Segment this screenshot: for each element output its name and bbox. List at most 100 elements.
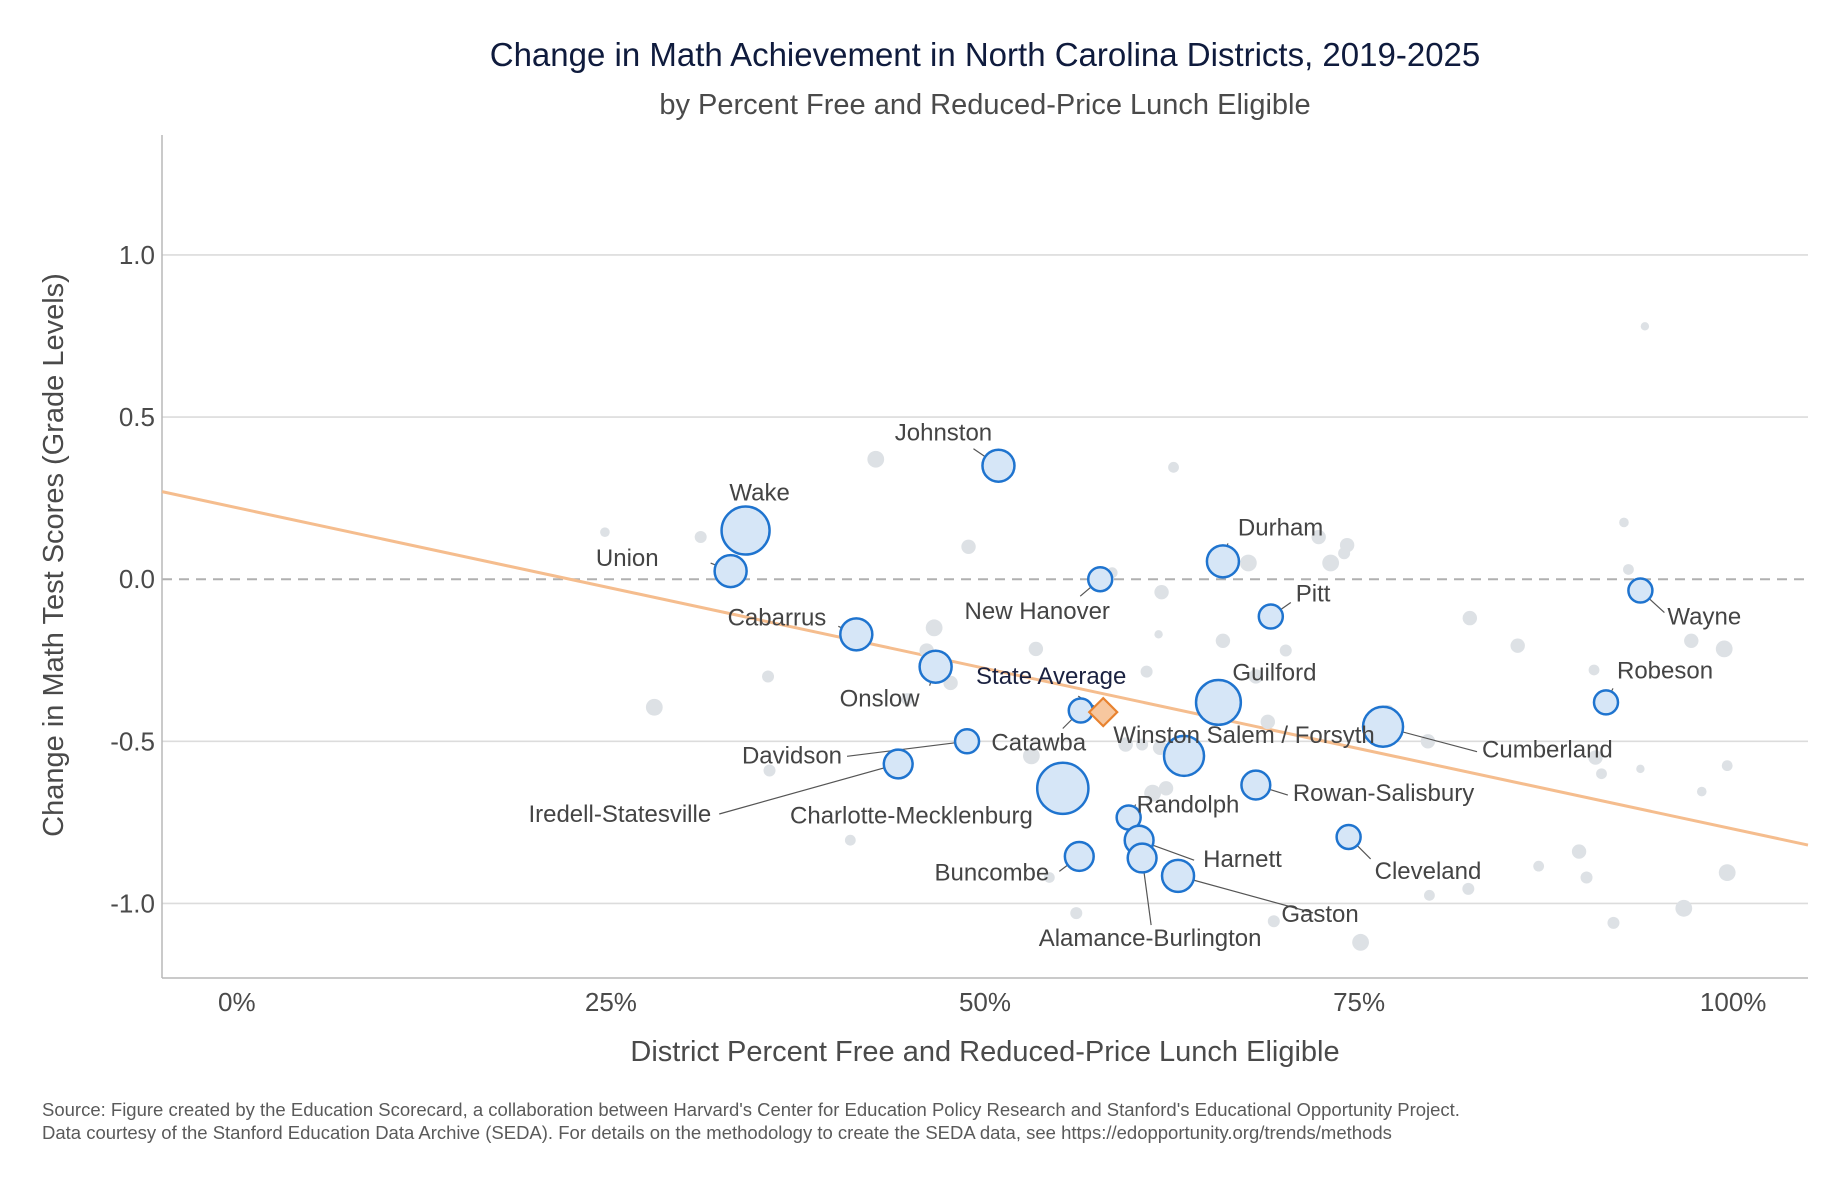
district-label: Alamance-Burlington: [1039, 925, 1262, 952]
district-point: [1118, 737, 1133, 752]
y-tick-label: 0.0: [119, 564, 155, 594]
y-tick-label: 1.0: [119, 240, 155, 270]
district-point: [1462, 882, 1475, 895]
highlighted-district-point: [953, 728, 981, 755]
y-axis-label: Change in Math Test Scores (Grade Levels…: [38, 273, 70, 837]
highlighted-districts: [713, 448, 1654, 894]
district-point: [1636, 764, 1645, 774]
district-label: Gaston: [1281, 901, 1358, 928]
district-label: Catawba: [991, 730, 1086, 757]
highlighted-district-point: [1126, 842, 1158, 874]
district-label: Union: [596, 545, 659, 572]
district-point: [1043, 872, 1055, 883]
highlighted-district-point: [882, 748, 914, 780]
label-leader-line: [719, 763, 899, 815]
district-label: Buncombe: [935, 859, 1050, 886]
district-point: [867, 450, 885, 468]
highlighted-district-point: [1086, 565, 1114, 593]
district-label: Cumberland: [1482, 737, 1613, 764]
district-point: [1322, 554, 1340, 572]
district-point: [1144, 784, 1161, 802]
source-note-line-1: Source: Figure created by the Education …: [42, 1099, 1460, 1120]
axes: 1.0 0.5 0.0 -0.5 -1.0 0% 25% 50% 75% 100%: [110, 135, 1808, 1017]
district-point: [1721, 760, 1733, 772]
district-point: [1420, 734, 1436, 749]
x-tick-label: 0%: [218, 987, 256, 1017]
trend-line-group: [161, 490, 1809, 847]
label-leader-line: [1177, 875, 1314, 914]
district-point: [1168, 461, 1179, 473]
district-label: Rowan-Salisbury: [1293, 780, 1474, 807]
district-point: [1267, 915, 1280, 928]
label-leader-line: [846, 740, 968, 757]
district-labels: Wake Union Johnston Durham New Hanover Pitt Wa…: [528, 420, 1741, 952]
highlighted-district-point: [1162, 734, 1206, 778]
highlighted-district-point: [1592, 689, 1620, 716]
district-label: Robeson: [1617, 657, 1713, 684]
x-tick-label: 75%: [1333, 987, 1385, 1017]
district-label: Winston Salem / Forsyth: [1113, 722, 1374, 749]
chart-subtitle: by Percent Free and Reduced-Price Lunch …: [659, 89, 1310, 121]
highlighted-district-point: [1205, 544, 1241, 579]
district-point: [1070, 907, 1083, 920]
district-point: [1684, 633, 1699, 648]
highlighted-district-point: [1063, 840, 1095, 873]
district-point: [1696, 786, 1707, 797]
district-label: Iredell-Statesville: [528, 801, 711, 828]
district-point: [1675, 899, 1693, 917]
district-label: Cleveland: [1375, 858, 1482, 885]
district-point: [1596, 768, 1607, 780]
highlighted-district-point: [839, 617, 874, 652]
district-label: Onslow: [840, 686, 921, 713]
district-point: [961, 539, 976, 554]
highlighted-district-point: [1067, 697, 1095, 724]
district-point: [1580, 871, 1593, 884]
state-average-label: State Average: [976, 663, 1126, 690]
source-note-line-2: Data courtesy of the Stanford Education …: [42, 1122, 1392, 1143]
district-point: [694, 531, 707, 544]
highlighted-district-point: [1035, 761, 1090, 816]
x-tick-label: 100%: [1700, 987, 1767, 1017]
district-point: [1022, 747, 1040, 765]
district-label: Randolph: [1137, 792, 1240, 819]
y-tick-label: -0.5: [110, 726, 155, 756]
highlighted-district-point: [1240, 769, 1272, 801]
district-point: [1352, 933, 1369, 951]
district-point: [600, 527, 610, 537]
district-point: [1279, 644, 1292, 657]
district-point: [1588, 750, 1603, 765]
district-point: [1260, 714, 1276, 730]
highlighted-district-point: [981, 448, 1016, 483]
y-tick-label: -1.0: [110, 888, 155, 918]
district-point: [1239, 554, 1257, 572]
district-label: Johnston: [895, 420, 992, 447]
x-axis-label: District Percent Free and Reduced-Price …: [630, 1036, 1339, 1068]
district-point: [1136, 738, 1149, 751]
district-label: Pitt: [1296, 580, 1331, 607]
district-point: [1248, 669, 1264, 684]
district-label: Davidson: [742, 742, 842, 769]
district-label: Guilford: [1232, 659, 1316, 686]
chart-title: Change in Math Achievement in North Caro…: [490, 36, 1481, 73]
highlighted-district-point: [720, 505, 771, 556]
district-point: [925, 619, 943, 637]
district-point: [1623, 564, 1634, 575]
district-point: [645, 698, 663, 716]
district-point: [1424, 889, 1435, 901]
district-point: [1339, 537, 1355, 553]
district-point: [1140, 665, 1153, 678]
district-point: [1510, 638, 1525, 653]
district-point: [1715, 640, 1733, 658]
district-point: [1158, 781, 1174, 796]
district-point: [1215, 633, 1231, 648]
x-tick-label: 25%: [585, 987, 637, 1017]
district-label: Charlotte-Mecklenburg: [790, 802, 1033, 829]
district-point: [844, 834, 856, 846]
highlighted-district-point: [713, 553, 748, 589]
district-point: [1619, 517, 1629, 528]
district-label: Wayne: [1667, 604, 1741, 631]
district-label: Wake: [729, 480, 789, 507]
other-districts: [600, 322, 1736, 951]
district-point: [1588, 664, 1600, 676]
highlighted-district-point: [1194, 678, 1243, 727]
